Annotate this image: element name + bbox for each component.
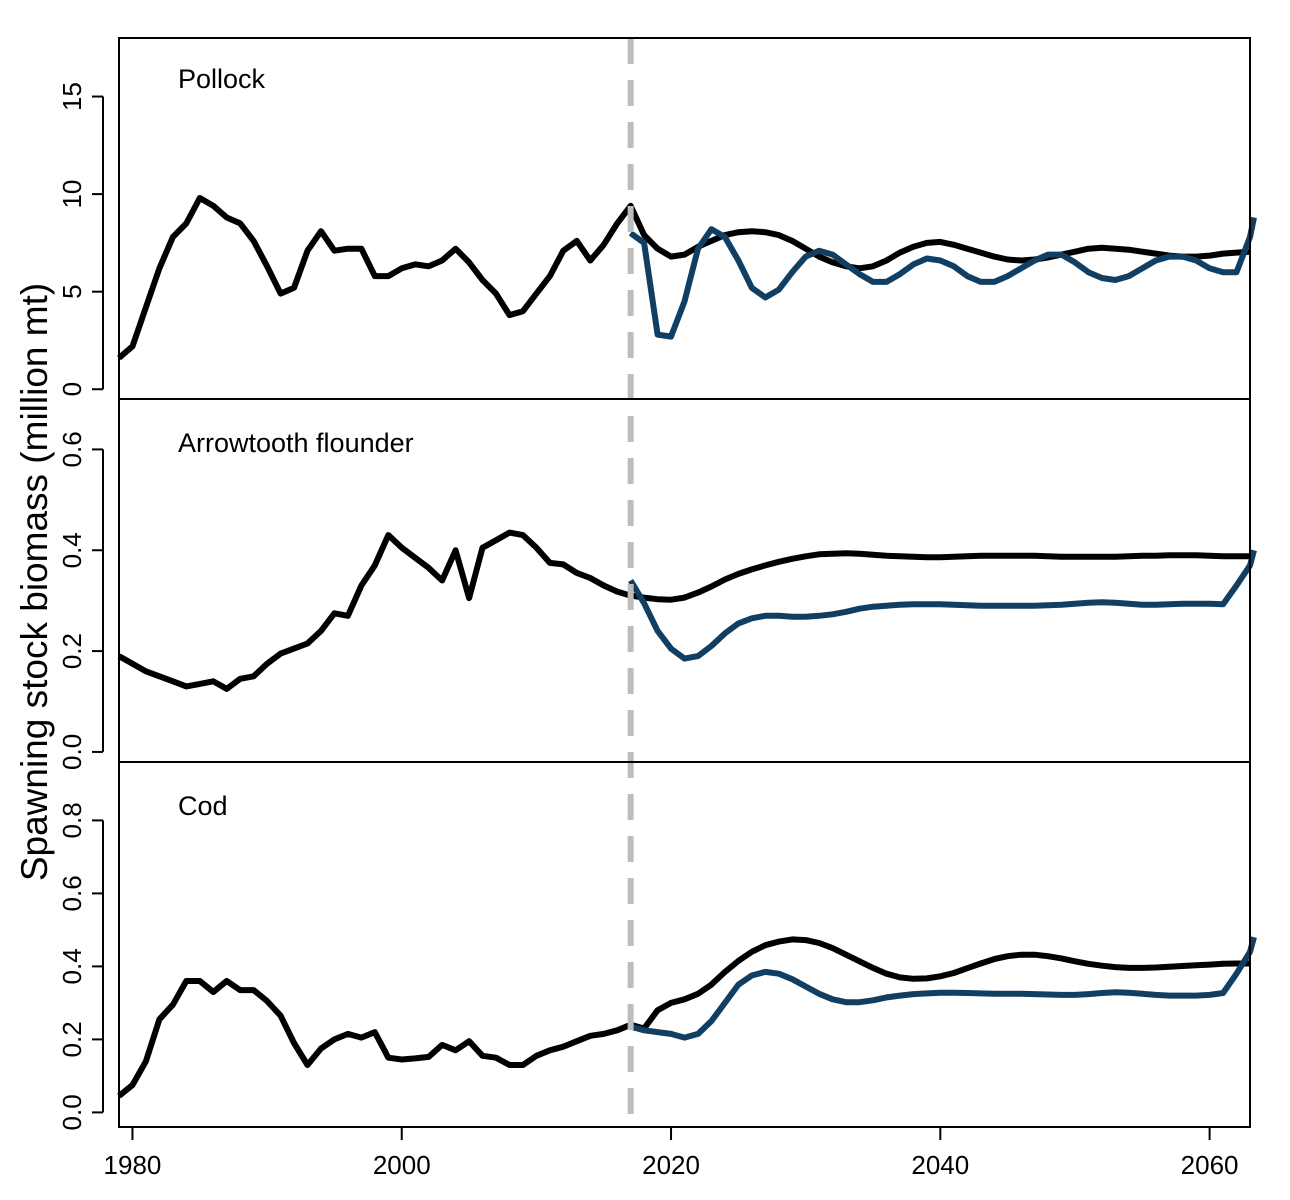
cod-y-tick-label: 0.6 bbox=[57, 875, 87, 911]
x-tick-label: 2060 bbox=[1181, 1150, 1239, 1180]
panel-frames bbox=[118, 37, 1251, 1128]
pollock-y-tick-label: 15 bbox=[57, 82, 87, 111]
cod-panel-title: Cod bbox=[178, 791, 228, 821]
arrowtooth-y-tick-label: 0.4 bbox=[57, 532, 87, 568]
pollock-series-black-line bbox=[117, 195, 1251, 361]
pollock-panel-title: Pollock bbox=[178, 64, 266, 94]
arrowtooth-series-black-line bbox=[117, 529, 1250, 692]
x-tick-label: 2020 bbox=[642, 1150, 700, 1180]
cod-y-tick-label: 0.0 bbox=[57, 1094, 87, 1130]
pollock-series-blue-line bbox=[628, 216, 1257, 340]
arrowtooth-y-axis: 0.0 0.2 0.4 0.6 bbox=[57, 431, 104, 770]
pollock-y-tick-label: 5 bbox=[57, 284, 87, 298]
cod-series-black-line bbox=[117, 936, 1250, 1099]
arrowtooth-y-tick-label: 0.0 bbox=[57, 734, 87, 770]
x-axis: 1980 2000 2020 2040 2060 bbox=[104, 1127, 1239, 1180]
x-tick-label: 2000 bbox=[373, 1150, 431, 1180]
x-tick-label: 1980 bbox=[104, 1150, 162, 1180]
arrowtooth-y-tick-label: 0.2 bbox=[57, 633, 87, 669]
pollock-y-axis: 0 5 10 15 bbox=[57, 82, 104, 396]
cod-plot-area bbox=[117, 936, 1257, 1099]
x-tick-label: 2040 bbox=[911, 1150, 969, 1180]
pollock-plot-area bbox=[117, 195, 1257, 361]
arrowtooth-series-blue-line bbox=[628, 549, 1257, 662]
cod-y-tick-label: 0.8 bbox=[57, 802, 87, 838]
panel-cod: 0.0 0.2 0.4 0.6 0.8 Cod bbox=[57, 791, 1257, 1130]
plot-border bbox=[118, 37, 1251, 1128]
y-axis-title: Spawning stock biomass (million mt) bbox=[14, 283, 55, 881]
pollock-y-tick-label: 10 bbox=[57, 180, 87, 209]
panel-arrowtooth-flounder: 0.0 0.2 0.4 0.6 Arrowtooth flounder bbox=[57, 428, 1257, 770]
cod-y-axis: 0.0 0.2 0.4 0.6 0.8 bbox=[57, 802, 104, 1130]
arrowtooth-panel-title: Arrowtooth flounder bbox=[178, 428, 414, 458]
cod-y-tick-label: 0.2 bbox=[57, 1021, 87, 1057]
arrowtooth-y-tick-label: 0.6 bbox=[57, 431, 87, 467]
arrowtooth-plot-area bbox=[117, 529, 1257, 692]
cod-y-tick-label: 0.4 bbox=[57, 948, 87, 984]
panel-pollock: 0 5 10 15 Pollock bbox=[57, 64, 1257, 396]
cod-series-blue-line bbox=[629, 936, 1257, 1041]
pollock-y-tick-label: 0 bbox=[57, 382, 87, 396]
